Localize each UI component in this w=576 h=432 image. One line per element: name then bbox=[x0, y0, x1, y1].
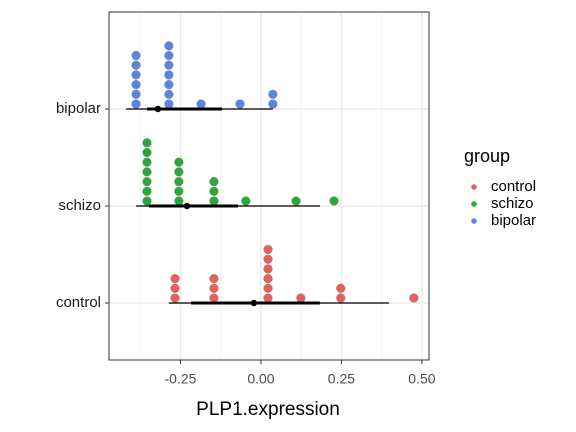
dot bbox=[142, 147, 152, 158]
dot bbox=[268, 99, 278, 109]
dot bbox=[263, 254, 273, 264]
dot bbox=[170, 293, 180, 303]
panel-border bbox=[108, 11, 430, 361]
dot bbox=[131, 70, 141, 80]
dot bbox=[209, 186, 219, 196]
dot bbox=[174, 196, 184, 206]
dot bbox=[209, 196, 219, 206]
dot bbox=[336, 283, 346, 293]
dot bbox=[174, 157, 184, 167]
dot bbox=[241, 196, 251, 206]
dot bbox=[268, 89, 278, 99]
dot bbox=[164, 99, 174, 109]
dot bbox=[142, 138, 152, 148]
legend-marker bbox=[471, 184, 477, 190]
dot bbox=[142, 196, 152, 206]
dot bbox=[164, 41, 174, 51]
dot bbox=[170, 274, 180, 284]
legend-label: schizo bbox=[491, 195, 534, 212]
legend-label: bipolar bbox=[491, 212, 536, 229]
dot bbox=[164, 89, 174, 99]
dot bbox=[336, 293, 346, 303]
x-tick-label: 0.25 bbox=[328, 371, 355, 387]
x-axis-title: PLP1.expression bbox=[196, 399, 340, 420]
dot bbox=[263, 293, 273, 303]
dot bbox=[174, 167, 184, 177]
dot bbox=[209, 293, 219, 303]
x-tick-label: 0.00 bbox=[247, 371, 274, 387]
dot bbox=[131, 50, 141, 61]
dot bbox=[164, 79, 174, 90]
legend-marker bbox=[471, 218, 477, 224]
dot bbox=[164, 60, 174, 70]
dot bbox=[131, 79, 141, 90]
dot bbox=[209, 274, 219, 284]
dot bbox=[142, 167, 152, 177]
dot bbox=[142, 157, 152, 167]
dot bbox=[329, 196, 339, 206]
dot bbox=[164, 50, 174, 61]
dot bbox=[209, 283, 219, 293]
dot bbox=[142, 177, 152, 187]
dot bbox=[131, 60, 141, 70]
dot bbox=[409, 293, 419, 303]
dot bbox=[209, 177, 219, 187]
dot bbox=[263, 244, 273, 255]
dot bbox=[131, 89, 141, 99]
legend-label: control bbox=[491, 178, 536, 195]
dot bbox=[235, 99, 245, 109]
dot bbox=[170, 283, 180, 293]
dot bbox=[291, 196, 301, 206]
dot bbox=[174, 186, 184, 196]
median bbox=[183, 202, 191, 210]
x-tick-label: 0.50 bbox=[408, 371, 435, 387]
y-tick-label: bipolar bbox=[56, 100, 101, 117]
dot bbox=[263, 274, 273, 284]
dot bbox=[174, 177, 184, 187]
dot bbox=[263, 283, 273, 293]
legend-marker bbox=[471, 201, 477, 207]
median bbox=[250, 299, 258, 307]
x-tick-label: -0.25 bbox=[165, 371, 197, 387]
median bbox=[154, 105, 162, 113]
dot bbox=[263, 264, 273, 274]
dot bbox=[131, 99, 141, 109]
dot bbox=[296, 293, 306, 303]
dot bbox=[196, 99, 206, 109]
dot bbox=[142, 186, 152, 196]
legend-title: group bbox=[464, 146, 510, 166]
y-tick-label: control bbox=[56, 294, 101, 311]
dot bbox=[164, 70, 174, 80]
y-tick-label: schizo bbox=[58, 197, 101, 214]
